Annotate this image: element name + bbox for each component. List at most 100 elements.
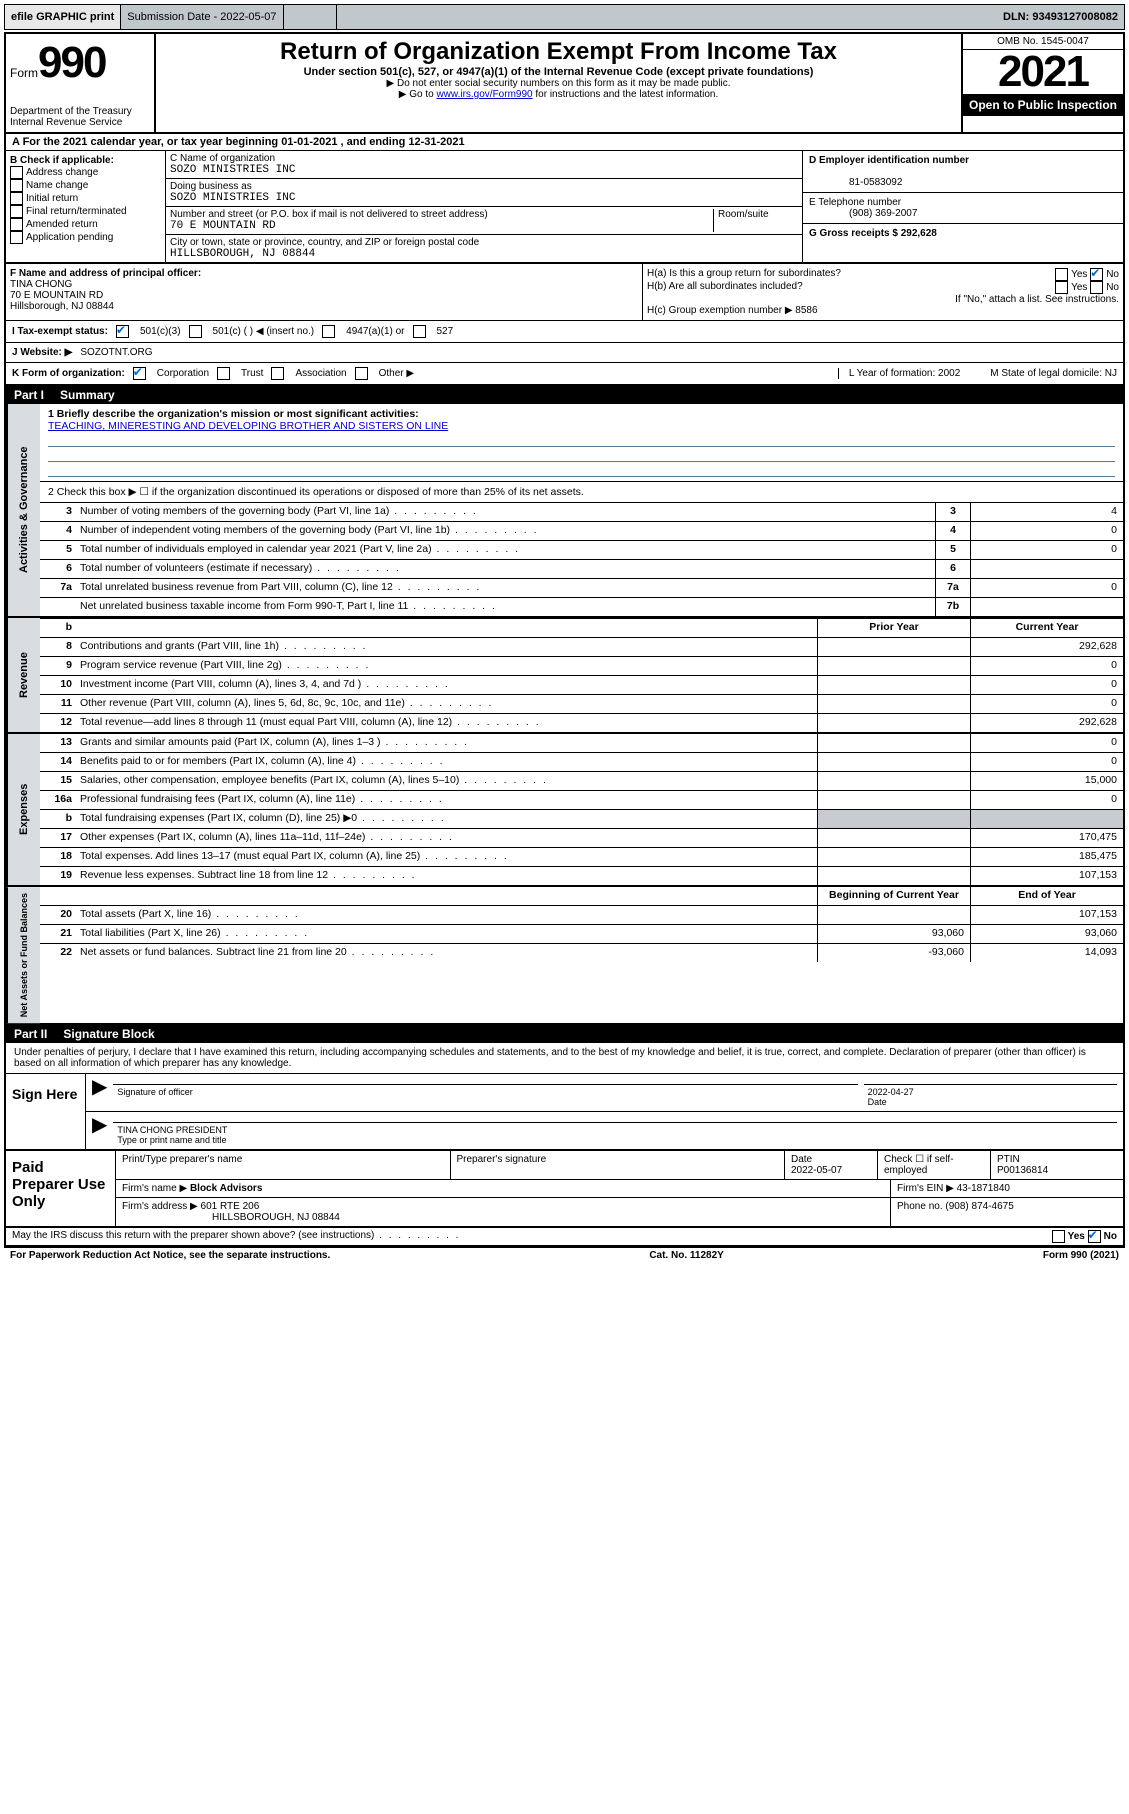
ck-ha-yes[interactable] <box>1055 268 1068 281</box>
entity-section: B Check if applicable: Address change Na… <box>6 151 1123 264</box>
ck-ha-no[interactable] <box>1090 268 1103 281</box>
line-text: Other expenses (Part IX, column (A), lin… <box>76 829 817 847</box>
dba-label: Doing business as <box>170 181 252 192</box>
mission-text[interactable]: TEACHING, MINERESTING AND DEVELOPING BRO… <box>48 420 448 432</box>
line-num: 20 <box>40 906 76 924</box>
line-row: 10 Investment income (Part VIII, column … <box>40 676 1123 695</box>
name-label: C Name of organization <box>170 153 275 164</box>
footer-left: For Paperwork Reduction Act Notice, see … <box>10 1250 330 1261</box>
ck-assoc[interactable] <box>271 367 284 380</box>
ck-initial-return[interactable] <box>10 192 23 205</box>
prior-value: -93,060 <box>817 944 970 962</box>
line-num: 16a <box>40 791 76 809</box>
part-2-header: Part II Signature Block <box>6 1025 1123 1043</box>
irs-label: Internal Revenue Service <box>10 117 150 128</box>
prior-value <box>817 829 970 847</box>
open-to-public: Open to Public Inspection <box>963 94 1123 116</box>
line-row: 21 Total liabilities (Part X, line 26) 9… <box>40 925 1123 944</box>
ptin-label: PTIN <box>997 1154 1020 1165</box>
opt-other: Other ▶ <box>379 368 414 379</box>
ck-name-change[interactable] <box>10 179 23 192</box>
ck-address-change[interactable] <box>10 166 23 179</box>
firm-phone-label: Phone no. <box>897 1201 943 1212</box>
summary-rev: Revenue b Prior Year Current Year 8 Cont… <box>6 618 1123 734</box>
form-subtitle: Under section 501(c), 527, or 4947(a)(1)… <box>164 66 953 78</box>
line-row: 15 Salaries, other compensation, employe… <box>40 772 1123 791</box>
prep-date-value: 2022-05-07 <box>791 1165 842 1176</box>
ha-yes: Yes <box>1071 269 1087 280</box>
officer-street: 70 E MOUNTAIN RD <box>10 290 103 301</box>
ck-501c[interactable] <box>189 325 202 338</box>
opt-trust: Trust <box>241 368 263 379</box>
sig-date-label: Date <box>868 1097 887 1107</box>
prior-value <box>817 753 970 771</box>
line-text: Number of voting members of the governin… <box>76 503 935 521</box>
ck-corp[interactable] <box>133 367 146 380</box>
lbl-name-change: Name change <box>26 180 88 191</box>
ck-4947[interactable] <box>322 325 335 338</box>
sig-name-value: TINA CHONG PRESIDENT <box>117 1125 227 1135</box>
ck-final-return[interactable] <box>10 205 23 218</box>
sig-date-value: 2022-04-27 <box>868 1087 914 1097</box>
city-value: HILLSBOROUGH, NJ 08844 <box>170 248 315 260</box>
self-employed-label: Check ☐ if self-employed <box>878 1151 991 1179</box>
line-text: Grants and similar amounts paid (Part IX… <box>76 734 817 752</box>
ck-hb-no[interactable] <box>1090 281 1103 294</box>
ptin-value: P00136814 <box>997 1165 1048 1176</box>
dln-label: DLN: 93493127008082 <box>997 5 1124 29</box>
ck-amended[interactable] <box>10 218 23 231</box>
line-value <box>970 598 1123 616</box>
instructions-link[interactable]: www.irs.gov/Form990 <box>436 89 532 100</box>
header-title-block: Return of Organization Exempt From Incom… <box>156 34 961 132</box>
ck-501c3[interactable] <box>116 325 129 338</box>
may-yes: Yes <box>1068 1231 1085 1242</box>
firm-ein: 43-1871840 <box>957 1183 1010 1194</box>
line-row: b Total fundraising expenses (Part IX, c… <box>40 810 1123 829</box>
line-num: 10 <box>40 676 76 694</box>
blank-num-2 <box>40 887 76 905</box>
mission-block: 1 Briefly describe the organization's mi… <box>40 404 1123 482</box>
prior-value: 93,060 <box>817 925 970 943</box>
sign-here-label: Sign Here <box>6 1074 86 1149</box>
line-row: 7a Total unrelated business revenue from… <box>40 579 1123 598</box>
prior-value <box>817 906 970 924</box>
lbl-amended: Amended return <box>26 219 98 230</box>
col-c-org-info: C Name of organization SOZO MINISTRIES I… <box>166 151 803 262</box>
prior-value <box>817 657 970 675</box>
opt-527: 527 <box>437 326 454 337</box>
mission-line-1 <box>48 432 1115 447</box>
form-word: Form <box>10 66 38 80</box>
line-row: 8 Contributions and grants (Part VIII, l… <box>40 638 1123 657</box>
efile-print-button[interactable]: efile GRAPHIC print <box>5 5 121 29</box>
ck-527[interactable] <box>413 325 426 338</box>
phone-label: E Telephone number <box>809 197 901 208</box>
opt-4947: 4947(a)(1) or <box>346 326 404 337</box>
ck-hb-yes[interactable] <box>1055 281 1068 294</box>
line-num: 13 <box>40 734 76 752</box>
part-2-label: Part II <box>14 1027 47 1041</box>
note2-post: for instructions and the latest informat… <box>533 89 719 100</box>
footer-form: Form 990 (2021) <box>1043 1250 1119 1261</box>
ck-other[interactable] <box>355 367 368 380</box>
line-box: 5 <box>935 541 970 559</box>
col-b-label: B Check if applicable: <box>10 155 114 166</box>
may-text: May the IRS discuss this return with the… <box>12 1230 460 1243</box>
side-net: Net Assets or Fund Balances <box>6 887 40 1023</box>
side-exp: Expenses <box>6 734 40 885</box>
lbl-final-return: Final return/terminated <box>26 206 127 217</box>
ck-may-no[interactable] <box>1088 1230 1101 1243</box>
form-title: Return of Organization Exempt From Incom… <box>164 38 953 66</box>
penalty-text: Under penalties of perjury, I declare th… <box>6 1043 1123 1074</box>
ck-may-yes[interactable] <box>1052 1230 1065 1243</box>
form-note-2: ▶ Go to www.irs.gov/Form990 for instruct… <box>164 89 953 100</box>
line-num: 21 <box>40 925 76 943</box>
line-text: Other revenue (Part VIII, column (A), li… <box>76 695 817 713</box>
line-text: Professional fundraising fees (Part IX, … <box>76 791 817 809</box>
ck-trust[interactable] <box>217 367 230 380</box>
firm-phone: (908) 874-4675 <box>945 1201 1013 1212</box>
line-num: 7a <box>40 579 76 597</box>
line-box: 4 <box>935 522 970 540</box>
current-value: 0 <box>970 676 1123 694</box>
line-num: 18 <box>40 848 76 866</box>
ck-app-pending[interactable] <box>10 231 23 244</box>
